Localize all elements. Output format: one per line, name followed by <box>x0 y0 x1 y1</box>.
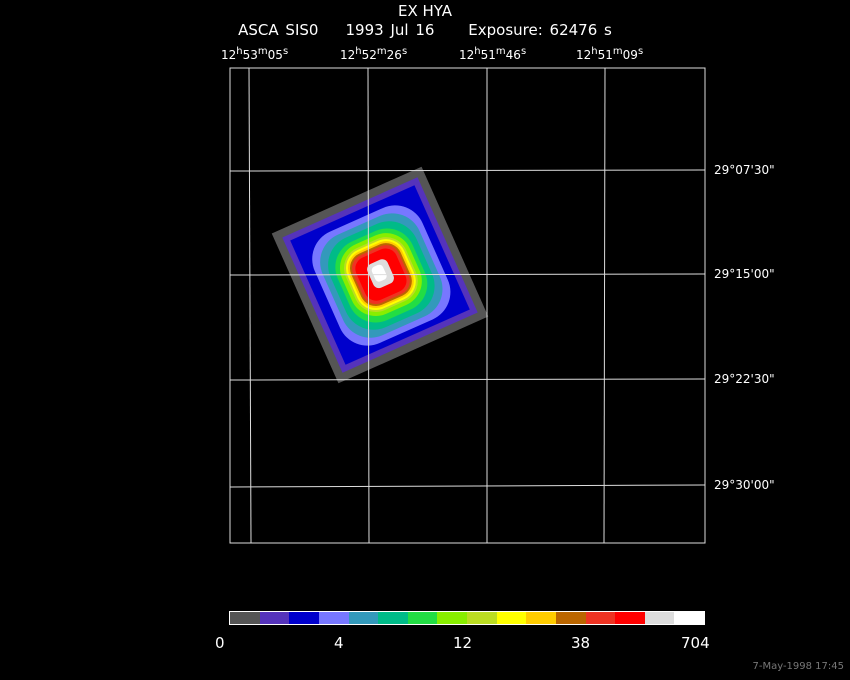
exposure-label: Exposure: 62476 s <box>468 21 612 39</box>
observation-date: 1993 Jul 16 <box>345 21 435 39</box>
dec-tick-label: 29°07'30" <box>714 163 775 177</box>
ra-tick-label: 12h51m09s <box>576 46 644 62</box>
colorbar-swatch <box>526 612 556 624</box>
colorbar-label: 38 <box>571 634 591 652</box>
timestamp: 7-May-1998 17:45 <box>752 661 844 672</box>
colorbar-label: 704 <box>681 634 710 652</box>
dec-tick-label: 29°30'00" <box>714 478 775 492</box>
colorbar-swatch <box>318 612 349 624</box>
ra-tick-label: 12h52m26s <box>340 46 408 62</box>
colorbar-swatch <box>467 612 497 624</box>
colorbar-swatch <box>437 612 467 624</box>
colorbar-swatch <box>230 612 260 624</box>
colorbar-swatch <box>378 612 408 624</box>
colorbar-swatch <box>259 612 290 624</box>
instrument-label: ASCA SIS0 <box>238 21 319 39</box>
colorbar-swatch <box>407 612 438 624</box>
dec-tick-label: 29°15'00" <box>714 267 775 281</box>
colorbar-swatch <box>644 612 675 624</box>
color-scale-bar <box>229 611 705 625</box>
colorbar-swatch <box>348 612 379 624</box>
colorbar-label: 4 <box>334 634 344 652</box>
plot-subtitle: ASCA SIS0 1993 Jul 16 Exposure: 62476 s <box>0 21 850 39</box>
colorbar-label: 12 <box>453 634 473 652</box>
ra-tick-label: 12h51m46s <box>459 46 527 62</box>
coordinate-grid <box>229 67 706 544</box>
colorbar-swatch <box>555 612 586 624</box>
colorbar-label: 0 <box>215 634 225 652</box>
ra-tick-label: 12h53m05s <box>221 46 289 62</box>
colorbar-swatch <box>585 612 616 624</box>
plot-title: EX HYA <box>397 2 453 20</box>
colorbar-swatch <box>496 612 527 624</box>
colorbar-swatch <box>615 612 645 624</box>
dec-tick-label: 29°22'30" <box>714 372 775 386</box>
colorbar-swatch <box>289 612 319 624</box>
colorbar-swatch <box>674 612 704 624</box>
